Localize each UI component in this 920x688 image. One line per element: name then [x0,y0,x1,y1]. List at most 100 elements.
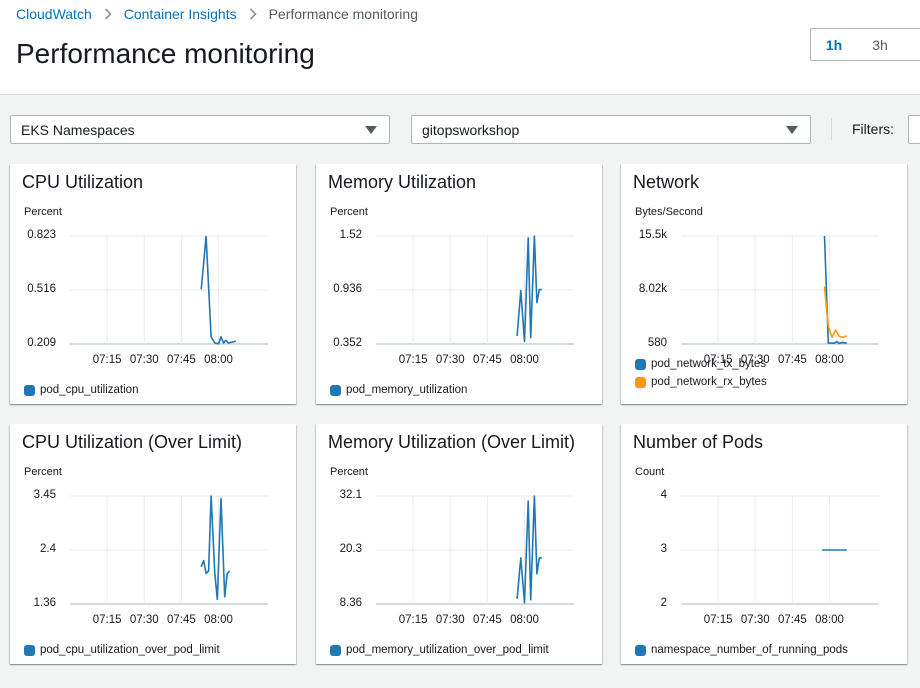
series-line-pod-memory-utilization[interactable] [516,235,542,343]
y-tick-label: 3.45 [33,489,56,501]
page-title: Performance monitoring [16,38,315,69]
caret-down-icon [365,126,377,134]
filters-input[interactable] [908,115,920,144]
chart-plot [70,495,268,605]
breadcrumb-container-insights[interactable]: Container Insights [123,6,237,22]
breadcrumb-cloudwatch[interactable]: CloudWatch [16,6,92,22]
legend-label: pod_cpu_utilization_over_pod_limit [40,644,220,656]
series-line-pod-network-rx-bytes[interactable] [823,286,848,339]
y-tick-label: 2 [660,597,667,609]
chart-plot [681,495,879,605]
legend-item[interactable]: pod_network_tx_bytes [635,358,766,370]
x-tick-label: 08:00 [815,354,844,366]
y-tick-label: 20.3 [339,543,362,555]
resource-type-select[interactable]: EKS Namespaces [10,115,390,144]
chart-unit-label: Percent [330,466,368,478]
x-tick-label: 07:30 [740,614,770,626]
y-tick-label: 3 [660,543,667,555]
x-tick-label: 07:30 [129,614,159,626]
legend-swatch [24,644,35,656]
y-tick-label: 0.936 [333,283,362,295]
x-tick-label: 07:15 [703,614,733,626]
breadcrumb-current: Performance monitoring [268,6,418,22]
legend-item[interactable]: pod_cpu_utilization [24,384,138,396]
legend-swatch [24,384,35,396]
chart-panel-memory-utilization: Memory Utilization Percent 1.52 0.936 0.352 0… [316,164,602,404]
y-tick-label: 32.1 [339,489,362,501]
chart-panel-network: Network Bytes/Second 15.5k 8.02k 580 07:15 07:… [621,164,907,404]
legend-item[interactable]: namespace_number_of_running_pods [635,644,848,656]
chevron-right-icon [249,8,257,20]
time-range-3h[interactable]: 3h [872,36,888,53]
series-line-pod-memory-utilization-over-pod-limit[interactable] [516,495,542,604]
legend-label: pod_network_tx_bytes [651,358,767,370]
chart-unit-label: Bytes/Second [635,206,703,218]
x-tick-label: 07:30 [129,354,159,366]
chevron-right-icon [104,8,112,20]
chart-title: CPU Utilization [22,172,144,192]
chart-panel-cpu-utilization: CPU Utilization Percent 0.823 0.516 0.209 07:… [10,164,296,404]
chart-plot [681,235,879,345]
legend-label: pod_memory_utilization_over_pod_limit [346,644,549,656]
chart-title: Memory Utilization [328,172,477,192]
y-tick-label: 1.52 [339,229,362,241]
legend-item[interactable]: pod_memory_utilization_over_pod_limit [330,644,549,656]
chart-unit-label: Percent [24,206,62,218]
legend-label: pod_memory_utilization [346,384,468,396]
legend-swatch [635,644,646,656]
x-tick-label: 07:30 [435,614,465,626]
y-tick-label: 0.516 [27,283,56,295]
y-tick-label: 0.352 [333,337,362,349]
legend-item[interactable]: pod_memory_utilization [330,384,467,396]
legend-label: pod_cpu_utilization [40,384,139,396]
legend-swatch [330,384,341,396]
series-line-pod-network-tx-bytes[interactable] [823,235,847,345]
breadcrumb: CloudWatch Container Insights Performanc… [16,6,418,22]
chart-title: CPU Utilization (Over Limit) [22,432,243,452]
chart-title: Number of Pods [633,432,764,452]
x-tick-label: 07:15 [398,614,428,626]
legend-label: pod_network_rx_bytes [651,376,767,388]
chart-unit-label: Count [635,466,665,478]
x-tick-label: 08:00 [510,354,539,366]
x-tick-label: 08:00 [204,354,233,366]
x-tick-label: 08:00 [204,614,233,626]
y-tick-label: 0.209 [27,337,56,349]
y-tick-label: 4 [660,489,667,501]
caret-down-icon [786,126,798,134]
x-tick-label: 07:45 [777,614,807,626]
x-tick-label: 08:00 [510,614,539,626]
divider [831,118,832,140]
y-tick-label: 0.823 [27,229,56,241]
legend-swatch [635,376,646,388]
resource-type-value: EKS Namespaces [21,121,135,138]
legend-swatch [635,358,646,370]
legend-item[interactable]: pod_cpu_utilization_over_pod_limit [24,644,220,656]
legend-label: namespace_number_of_running_pods [651,644,848,656]
legend-swatch [330,644,341,656]
series-line-pod-cpu-utilization[interactable] [200,235,236,345]
y-tick-label: 15.5k [638,229,667,241]
series-line-pod-cpu-utilization-over-pod-limit[interactable] [200,495,231,601]
y-tick-label: 580 [647,337,667,349]
x-tick-label: 07:15 [703,354,733,366]
chart-unit-label: Percent [330,206,368,218]
chart-title: Network [633,172,700,192]
x-tick-label: 07:45 [777,354,807,366]
y-tick-label: 2.4 [40,543,56,555]
filters-label: Filters: [852,121,894,137]
chart-panel-number-of-pods: Number of Pods Count 4 3 2 07:15 07:30 07:45 08:… [621,424,907,664]
x-tick-label: 07:15 [398,354,428,366]
namespace-select[interactable]: gitopsworkshop [411,115,811,144]
x-tick-label: 07:45 [472,354,502,366]
x-tick-label: 07:45 [166,354,196,366]
legend-item[interactable]: pod_network_rx_bytes [635,376,767,388]
x-tick-label: 07:45 [472,614,502,626]
y-tick-label: 8.02k [638,283,667,295]
chart-plot [376,235,574,345]
time-range-1h[interactable]: 1h [825,36,843,53]
namespace-value: gitopsworkshop [422,121,520,138]
chart-panel-memory-utilization-over-limit: Memory Utilization (Over Limit) Percent 32… [316,424,602,664]
x-tick-label: 08:00 [815,614,844,626]
chart-plot [376,495,574,605]
